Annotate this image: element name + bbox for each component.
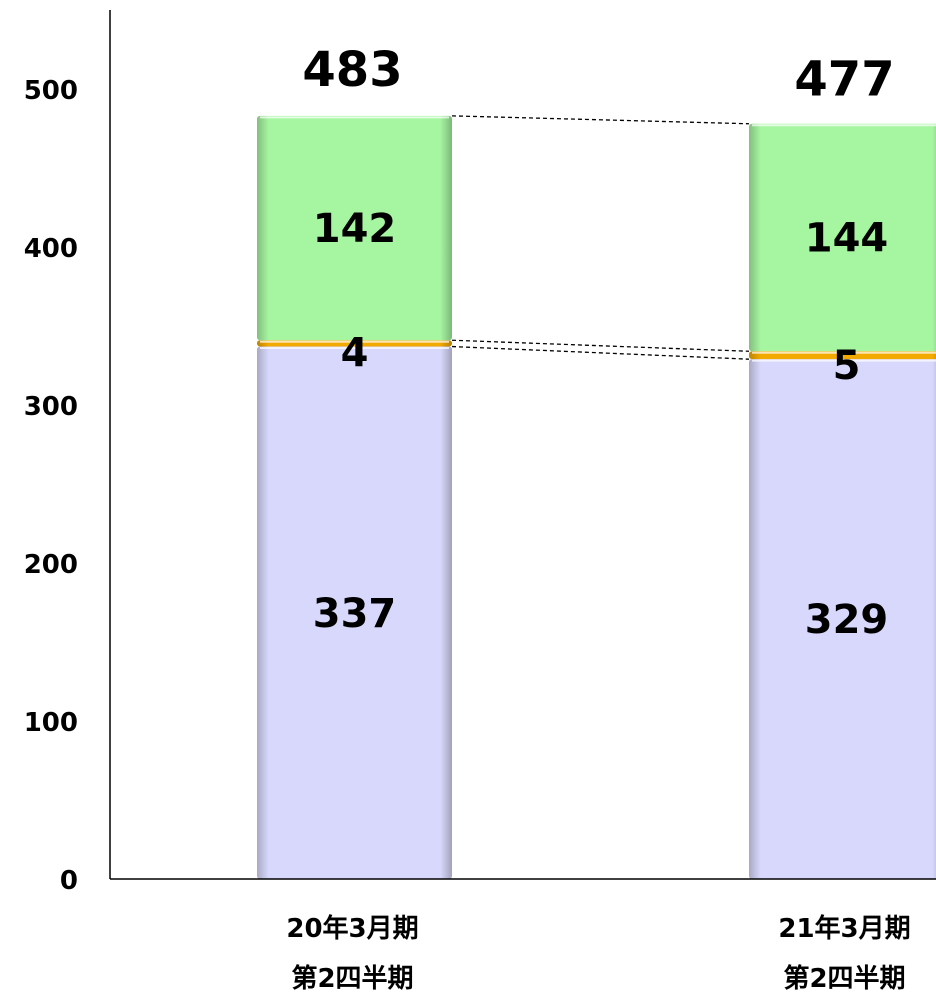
bars-layer xyxy=(257,115,936,879)
segment-value-label: 337 xyxy=(313,591,397,637)
y-tick-labels: 0 100 200 300 400 500 xyxy=(24,76,78,896)
connector-line xyxy=(451,339,750,352)
category-label: 20年3月期 xyxy=(286,913,418,944)
y-tick-label: 0 xyxy=(60,866,78,896)
data-labels: 337 4 142 483 329 5 144 477 xyxy=(302,42,894,643)
y-tick-label: 500 xyxy=(24,76,78,106)
segment-value-label: 144 xyxy=(805,216,889,262)
category-label: 21年3月期 xyxy=(778,913,910,944)
bar-segment-shade xyxy=(749,123,936,352)
total-value-label: 483 xyxy=(302,42,402,98)
y-tick-label: 100 xyxy=(24,708,78,738)
y-tick-label: 400 xyxy=(24,234,78,264)
connector-lines xyxy=(451,115,750,360)
segment-value-label: 4 xyxy=(341,331,369,377)
axes xyxy=(109,10,936,880)
category-label: 第2四半期 xyxy=(783,963,905,994)
segment-value-label: 329 xyxy=(805,597,889,643)
total-value-label: 477 xyxy=(794,51,894,107)
y-tick-label: 300 xyxy=(24,392,78,422)
bar-segment-shade xyxy=(257,346,452,879)
category-label: 第2四半期 xyxy=(291,963,413,994)
connector-line xyxy=(451,345,750,360)
segment-value-label: 142 xyxy=(313,206,397,252)
bar-segment-shade xyxy=(749,359,936,879)
bar-segment-shade xyxy=(257,115,452,341)
connector-line xyxy=(451,115,750,125)
y-tick-label: 200 xyxy=(24,550,78,580)
segment-value-label: 5 xyxy=(833,343,861,389)
